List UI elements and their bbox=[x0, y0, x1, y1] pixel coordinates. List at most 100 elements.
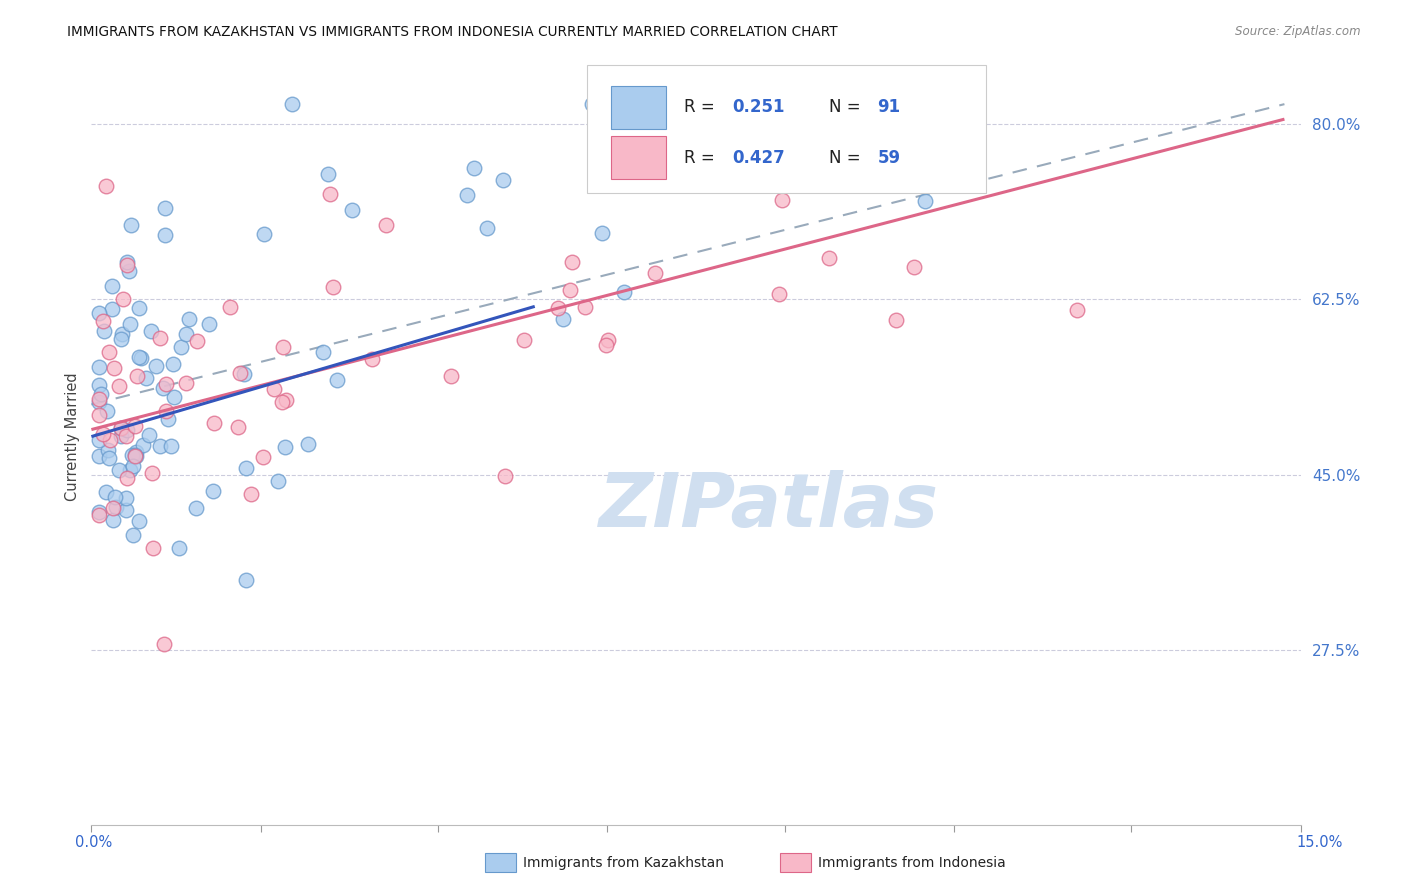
Point bbox=[157, 412, 180, 426]
Text: 0.0%: 0.0% bbox=[75, 836, 111, 850]
Point bbox=[108, 379, 131, 393]
Point bbox=[89, 392, 111, 407]
Point bbox=[271, 340, 294, 354]
Point bbox=[120, 463, 142, 477]
Point bbox=[235, 461, 257, 475]
Text: Immigrants from Kazakhstan: Immigrants from Kazakhstan bbox=[523, 855, 724, 870]
Point bbox=[155, 376, 177, 391]
Point bbox=[475, 220, 498, 235]
Point bbox=[89, 359, 111, 374]
Point bbox=[547, 301, 569, 315]
Point bbox=[122, 528, 145, 542]
Point bbox=[101, 501, 124, 516]
Point bbox=[186, 334, 208, 348]
Point bbox=[374, 218, 396, 232]
Point bbox=[117, 263, 139, 277]
Point bbox=[643, 102, 665, 116]
Point bbox=[326, 373, 349, 387]
Point bbox=[218, 300, 240, 314]
Point bbox=[115, 423, 138, 437]
Point bbox=[281, 97, 304, 112]
Point bbox=[591, 226, 613, 240]
Point bbox=[440, 369, 463, 384]
Text: 0.251: 0.251 bbox=[733, 98, 785, 116]
Point bbox=[197, 317, 219, 331]
Point bbox=[135, 371, 157, 385]
Point bbox=[104, 490, 127, 504]
Point bbox=[142, 541, 165, 555]
Point bbox=[879, 101, 901, 115]
Point bbox=[101, 278, 124, 293]
Point bbox=[711, 141, 734, 155]
Point bbox=[89, 505, 111, 519]
Point bbox=[593, 178, 616, 193]
Point bbox=[97, 442, 120, 457]
FancyBboxPatch shape bbox=[612, 86, 665, 128]
Point bbox=[239, 487, 262, 501]
Point bbox=[263, 382, 285, 396]
Point bbox=[141, 466, 163, 480]
FancyBboxPatch shape bbox=[588, 64, 986, 193]
Point bbox=[90, 387, 112, 401]
Point bbox=[316, 168, 339, 182]
Point bbox=[274, 440, 297, 454]
Point bbox=[160, 439, 183, 453]
Point bbox=[128, 515, 150, 529]
Point bbox=[319, 186, 342, 201]
Point bbox=[96, 404, 118, 418]
Point bbox=[1066, 302, 1088, 317]
Point bbox=[110, 428, 132, 442]
Point bbox=[155, 227, 177, 242]
Point bbox=[952, 97, 974, 112]
Point bbox=[121, 448, 143, 462]
Point bbox=[103, 513, 125, 527]
Point bbox=[129, 351, 152, 365]
Point bbox=[89, 508, 111, 523]
Point bbox=[93, 324, 115, 338]
Text: 91: 91 bbox=[877, 98, 900, 116]
Point bbox=[139, 324, 162, 338]
Point bbox=[914, 194, 936, 208]
Text: ZIPatlas: ZIPatlas bbox=[599, 470, 939, 543]
Point bbox=[270, 395, 292, 409]
Point bbox=[361, 352, 384, 367]
Point bbox=[297, 437, 319, 451]
Point bbox=[155, 404, 177, 418]
Point bbox=[124, 418, 146, 433]
Point bbox=[561, 254, 583, 268]
Point bbox=[463, 161, 485, 176]
Text: 15.0%: 15.0% bbox=[1296, 836, 1343, 850]
Point bbox=[174, 327, 197, 342]
Point bbox=[104, 500, 127, 514]
Text: 59: 59 bbox=[877, 149, 900, 167]
Text: R =: R = bbox=[683, 149, 720, 167]
Point bbox=[174, 376, 197, 391]
Point bbox=[97, 451, 120, 466]
Point bbox=[115, 471, 138, 485]
Point bbox=[167, 541, 190, 556]
Y-axis label: Currently Married: Currently Married bbox=[65, 373, 80, 501]
Point bbox=[553, 312, 575, 326]
Point bbox=[322, 279, 344, 293]
Point bbox=[494, 469, 516, 483]
Text: N =: N = bbox=[830, 98, 866, 116]
Point bbox=[120, 218, 142, 232]
Point bbox=[884, 313, 907, 327]
Point bbox=[91, 426, 114, 441]
Point bbox=[875, 97, 897, 112]
Point bbox=[138, 428, 160, 442]
Point bbox=[595, 337, 617, 351]
Point bbox=[89, 377, 111, 392]
Point bbox=[125, 445, 148, 459]
Point bbox=[859, 97, 882, 112]
Point bbox=[114, 429, 136, 443]
Point bbox=[100, 433, 122, 447]
Point bbox=[115, 258, 138, 272]
Point bbox=[96, 484, 118, 499]
Point bbox=[111, 327, 134, 342]
Point bbox=[98, 344, 121, 359]
Point bbox=[115, 255, 138, 269]
Point bbox=[115, 491, 138, 505]
Point bbox=[96, 178, 118, 193]
Point bbox=[235, 573, 257, 587]
